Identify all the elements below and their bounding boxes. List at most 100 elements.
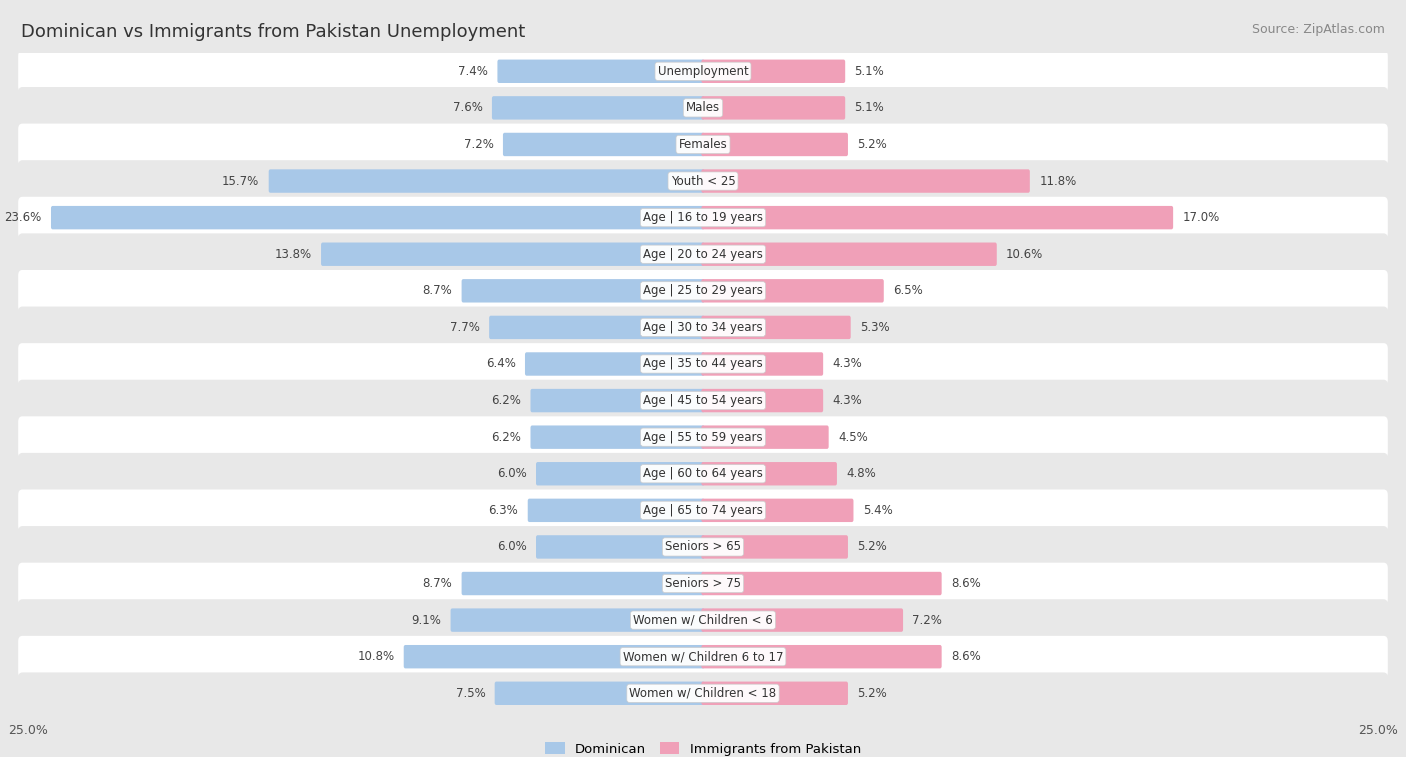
- Text: 4.3%: 4.3%: [832, 357, 862, 370]
- Text: 6.0%: 6.0%: [496, 540, 527, 553]
- FancyBboxPatch shape: [492, 96, 704, 120]
- Legend: Dominican, Immigrants from Pakistan: Dominican, Immigrants from Pakistan: [540, 737, 866, 757]
- Text: 5.3%: 5.3%: [860, 321, 890, 334]
- Text: Women w/ Children < 18: Women w/ Children < 18: [630, 687, 776, 699]
- FancyBboxPatch shape: [702, 425, 828, 449]
- Text: 8.7%: 8.7%: [422, 285, 453, 298]
- FancyBboxPatch shape: [18, 123, 1388, 165]
- FancyBboxPatch shape: [18, 197, 1388, 238]
- FancyBboxPatch shape: [18, 87, 1388, 129]
- FancyBboxPatch shape: [18, 636, 1388, 678]
- Text: 7.5%: 7.5%: [456, 687, 485, 699]
- FancyBboxPatch shape: [18, 526, 1388, 568]
- Text: 6.5%: 6.5%: [893, 285, 922, 298]
- Text: 5.2%: 5.2%: [858, 138, 887, 151]
- FancyBboxPatch shape: [18, 380, 1388, 422]
- FancyBboxPatch shape: [524, 352, 704, 375]
- Text: Women w/ Children < 6: Women w/ Children < 6: [633, 614, 773, 627]
- FancyBboxPatch shape: [702, 681, 848, 705]
- Text: Unemployment: Unemployment: [658, 65, 748, 78]
- FancyBboxPatch shape: [18, 672, 1388, 714]
- Text: 6.2%: 6.2%: [491, 394, 522, 407]
- FancyBboxPatch shape: [702, 389, 823, 413]
- Text: 10.6%: 10.6%: [1007, 248, 1043, 260]
- Text: Age | 20 to 24 years: Age | 20 to 24 years: [643, 248, 763, 260]
- Text: 17.0%: 17.0%: [1182, 211, 1220, 224]
- FancyBboxPatch shape: [702, 535, 848, 559]
- FancyBboxPatch shape: [702, 572, 942, 595]
- Text: 6.2%: 6.2%: [491, 431, 522, 444]
- FancyBboxPatch shape: [702, 242, 997, 266]
- Text: 5.1%: 5.1%: [855, 101, 884, 114]
- FancyBboxPatch shape: [404, 645, 704, 668]
- FancyBboxPatch shape: [702, 132, 848, 156]
- FancyBboxPatch shape: [450, 609, 704, 632]
- FancyBboxPatch shape: [495, 681, 704, 705]
- Text: 7.2%: 7.2%: [464, 138, 494, 151]
- FancyBboxPatch shape: [702, 206, 1173, 229]
- FancyBboxPatch shape: [18, 562, 1388, 604]
- Text: Age | 16 to 19 years: Age | 16 to 19 years: [643, 211, 763, 224]
- Text: Age | 60 to 64 years: Age | 60 to 64 years: [643, 467, 763, 480]
- Text: Seniors > 75: Seniors > 75: [665, 577, 741, 590]
- FancyBboxPatch shape: [18, 233, 1388, 275]
- Text: 10.8%: 10.8%: [357, 650, 394, 663]
- FancyBboxPatch shape: [702, 60, 845, 83]
- FancyBboxPatch shape: [461, 572, 704, 595]
- FancyBboxPatch shape: [503, 132, 704, 156]
- FancyBboxPatch shape: [702, 279, 884, 303]
- FancyBboxPatch shape: [702, 462, 837, 485]
- Text: Source: ZipAtlas.com: Source: ZipAtlas.com: [1251, 23, 1385, 36]
- Text: 6.3%: 6.3%: [489, 504, 519, 517]
- FancyBboxPatch shape: [702, 499, 853, 522]
- FancyBboxPatch shape: [18, 490, 1388, 531]
- Text: 7.4%: 7.4%: [458, 65, 488, 78]
- FancyBboxPatch shape: [530, 389, 704, 413]
- Text: 5.2%: 5.2%: [858, 540, 887, 553]
- Text: 13.8%: 13.8%: [274, 248, 312, 260]
- Text: 7.2%: 7.2%: [912, 614, 942, 627]
- FancyBboxPatch shape: [527, 499, 704, 522]
- Text: 6.4%: 6.4%: [485, 357, 516, 370]
- FancyBboxPatch shape: [702, 96, 845, 120]
- Text: Seniors > 65: Seniors > 65: [665, 540, 741, 553]
- Text: 7.7%: 7.7%: [450, 321, 479, 334]
- Text: 23.6%: 23.6%: [4, 211, 42, 224]
- FancyBboxPatch shape: [18, 160, 1388, 202]
- Text: 5.4%: 5.4%: [863, 504, 893, 517]
- Text: Females: Females: [679, 138, 727, 151]
- Text: 8.6%: 8.6%: [950, 650, 981, 663]
- FancyBboxPatch shape: [18, 453, 1388, 494]
- Text: 4.5%: 4.5%: [838, 431, 868, 444]
- Text: 8.7%: 8.7%: [422, 577, 453, 590]
- FancyBboxPatch shape: [489, 316, 704, 339]
- FancyBboxPatch shape: [702, 170, 1029, 193]
- Text: Age | 55 to 59 years: Age | 55 to 59 years: [643, 431, 763, 444]
- FancyBboxPatch shape: [269, 170, 704, 193]
- Text: Dominican vs Immigrants from Pakistan Unemployment: Dominican vs Immigrants from Pakistan Un…: [21, 23, 526, 41]
- Text: 4.3%: 4.3%: [832, 394, 862, 407]
- FancyBboxPatch shape: [18, 307, 1388, 348]
- FancyBboxPatch shape: [18, 343, 1388, 385]
- Text: 7.6%: 7.6%: [453, 101, 482, 114]
- Text: 6.0%: 6.0%: [496, 467, 527, 480]
- FancyBboxPatch shape: [321, 242, 704, 266]
- Text: Age | 35 to 44 years: Age | 35 to 44 years: [643, 357, 763, 370]
- FancyBboxPatch shape: [536, 462, 704, 485]
- Text: Age | 25 to 29 years: Age | 25 to 29 years: [643, 285, 763, 298]
- Text: Males: Males: [686, 101, 720, 114]
- Text: 25.0%: 25.0%: [8, 724, 48, 737]
- FancyBboxPatch shape: [702, 352, 823, 375]
- FancyBboxPatch shape: [18, 600, 1388, 641]
- FancyBboxPatch shape: [498, 60, 704, 83]
- Text: 5.2%: 5.2%: [858, 687, 887, 699]
- Text: Youth < 25: Youth < 25: [671, 175, 735, 188]
- FancyBboxPatch shape: [18, 51, 1388, 92]
- FancyBboxPatch shape: [702, 316, 851, 339]
- FancyBboxPatch shape: [461, 279, 704, 303]
- Text: 11.8%: 11.8%: [1039, 175, 1077, 188]
- FancyBboxPatch shape: [18, 416, 1388, 458]
- Text: Women w/ Children 6 to 17: Women w/ Children 6 to 17: [623, 650, 783, 663]
- Text: 9.1%: 9.1%: [412, 614, 441, 627]
- Text: Age | 30 to 34 years: Age | 30 to 34 years: [643, 321, 763, 334]
